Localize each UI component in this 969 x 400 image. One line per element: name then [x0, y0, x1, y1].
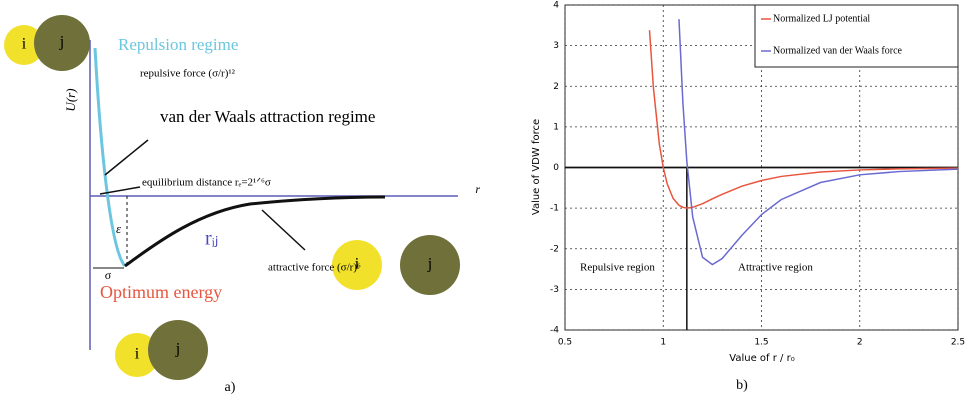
- legend-label: Normalized van der Waals force: [773, 45, 903, 56]
- arrow: [262, 210, 305, 250]
- annotation: van der Waals attraction regime: [160, 107, 375, 126]
- y-tick-label: 0: [553, 163, 559, 173]
- annotation: rᵢⱼ: [205, 228, 218, 250]
- atom-label: i: [22, 36, 27, 53]
- panel-a: i j i j i j Repulsion regime U(r) r repu…: [4, 15, 480, 395]
- atom-label: i: [135, 346, 140, 363]
- axis-label: U(r): [63, 88, 78, 111]
- atom-label: j: [427, 256, 432, 273]
- panel-b: Value of VDW force Value of r / r₀ b) -4…: [531, 1, 965, 394]
- x-tick-label: 1: [660, 338, 666, 348]
- x-tick-label: 1.5: [754, 338, 768, 348]
- y-axis-label: Value of VDW force: [531, 119, 542, 215]
- atom-label: j: [175, 341, 180, 358]
- y-tick-label: -2: [550, 244, 559, 254]
- annotation: equilibrium distance rₑ=2¹ᐟ⁶σ: [142, 177, 271, 189]
- panel-label: a): [225, 380, 236, 395]
- annotation: repulsive force (σ/r)¹²: [140, 68, 236, 80]
- x-axis-label: Value of r / r₀: [729, 353, 794, 364]
- y-tick-label: 4: [553, 1, 559, 11]
- annotation: Optimum energy: [100, 282, 222, 302]
- x-tick-label: 2.5: [951, 338, 965, 348]
- atom-label: j: [59, 34, 64, 51]
- legend-label: Normalized LJ potential: [773, 13, 870, 24]
- annotation: σ: [105, 268, 112, 282]
- y-tick-label: 2: [553, 82, 559, 92]
- annotation: Repulsive region: [580, 262, 655, 274]
- y-tick-label: -1: [550, 204, 559, 214]
- y-tick-label: 3: [553, 41, 559, 51]
- panel-label: b): [736, 378, 748, 393]
- figure: i j i j i j Repulsion regime U(r) r repu…: [0, 0, 969, 400]
- y-tick-label: -3: [550, 285, 559, 295]
- x-tick-label: 2: [857, 338, 863, 348]
- annotation: ε: [116, 221, 122, 236]
- annotation: attractive force (σ/r)⁶: [268, 262, 361, 274]
- repulsion-label: Repulsion regime: [118, 35, 238, 54]
- annotation: Attractive region: [738, 262, 813, 274]
- x-tick-label: 0.5: [558, 338, 572, 348]
- y-tick-label: 1: [553, 122, 559, 132]
- axis-label: r: [475, 182, 480, 196]
- y-tick-label: -4: [550, 326, 559, 336]
- arrow: [105, 140, 148, 175]
